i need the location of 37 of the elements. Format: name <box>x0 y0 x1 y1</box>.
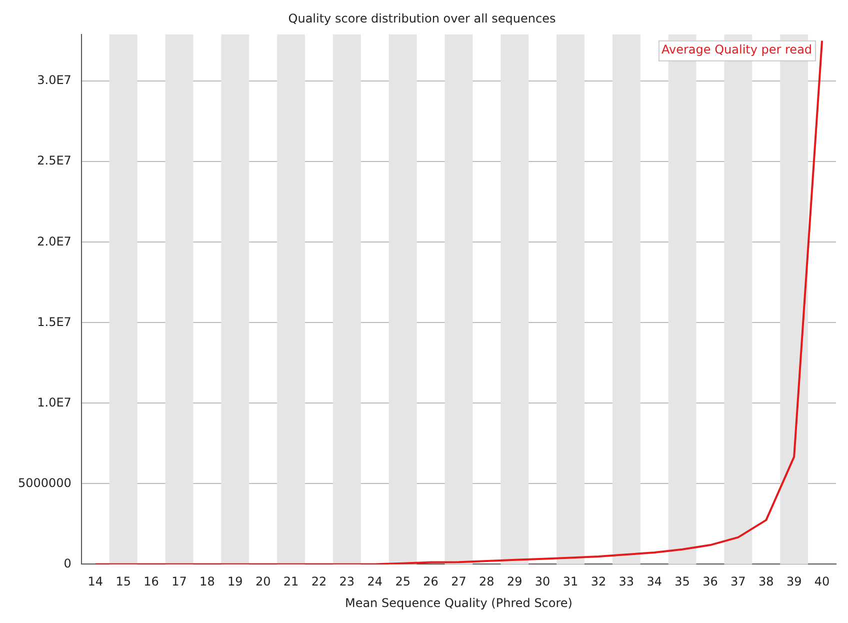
x-axis-title: Mean Sequence Quality (Phred Score) <box>344 596 572 610</box>
series-label: Average Quality per read <box>661 42 812 57</box>
x-tick-label: 35 <box>674 574 690 589</box>
x-tick-label: 33 <box>618 574 634 589</box>
x-tick-label: 36 <box>702 574 718 589</box>
x-tick-label: 17 <box>172 574 187 589</box>
x-tick-label: 20 <box>255 574 271 589</box>
x-tick-label: 14 <box>88 574 104 589</box>
x-tick-label: 39 <box>786 574 802 589</box>
y-tick-label: 2.5E7 <box>37 154 72 168</box>
x-tick-label: 22 <box>311 574 327 589</box>
x-tick-label: 23 <box>339 574 355 589</box>
x-tick-label: 40 <box>814 574 830 589</box>
x-tick-label: 37 <box>730 574 746 589</box>
y-tick-label: 0 <box>64 556 72 570</box>
x-tick-label: 32 <box>590 574 606 589</box>
x-tick-label: 15 <box>116 574 132 589</box>
x-tick-label: 26 <box>423 574 438 589</box>
x-tick-label: 30 <box>534 574 550 589</box>
x-tick-label: 19 <box>228 574 243 589</box>
y-tick-label: 1.5E7 <box>37 314 72 329</box>
y-tick-label: 2.0E7 <box>37 234 72 248</box>
x-tick-label: 38 <box>758 574 774 589</box>
x-tick-label: 25 <box>395 574 410 589</box>
y-tick-label: 1.0E7 <box>37 395 72 410</box>
x-tick-label: 31 <box>562 574 578 589</box>
y-tick-label: 5000000 <box>18 476 72 490</box>
x-tick-label: 21 <box>283 574 299 589</box>
x-tick-label: 34 <box>646 574 662 589</box>
x-tick-label: 24 <box>367 574 383 589</box>
x-tick-label: 28 <box>479 574 494 589</box>
x-tick-label: 18 <box>200 574 215 589</box>
x-tick-label: 29 <box>506 574 522 589</box>
x-tick-label: 27 <box>451 574 466 589</box>
y-tick-label: 3.0E7 <box>37 73 72 88</box>
x-tick-label: 16 <box>144 574 159 589</box>
chart-title: Quality score distribution over all sequences <box>288 11 556 26</box>
